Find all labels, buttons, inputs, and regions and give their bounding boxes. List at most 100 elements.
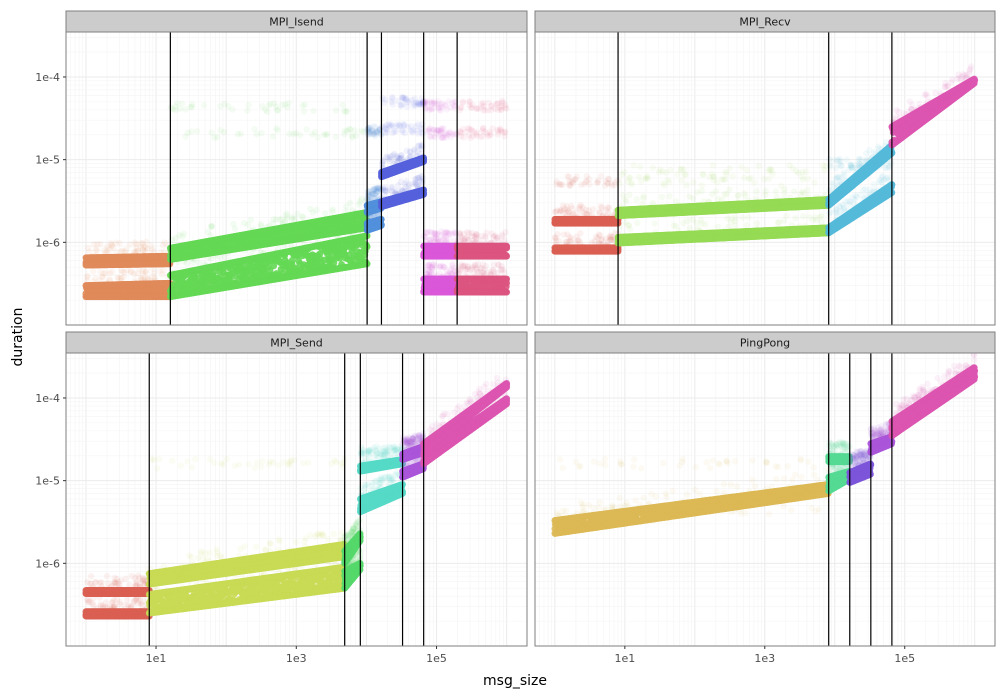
data-point-faint	[381, 123, 388, 131]
data-point-faint	[251, 125, 258, 133]
data-point-faint	[348, 132, 356, 139]
data-point-haze	[84, 274, 91, 281]
data-point-haze	[94, 241, 101, 248]
panels-layer: MPI_Isend1e-41e-51e-6MPI_RecvMPI_Send1e-…	[35, 10, 996, 665]
data-point-haze	[309, 209, 317, 216]
data-point-faint	[479, 127, 486, 134]
data-point-faint	[272, 103, 280, 110]
data-point-faint	[349, 134, 356, 141]
data-point-haze	[329, 208, 336, 215]
data-point-haze	[273, 216, 280, 223]
data-point-faint	[399, 126, 406, 134]
data-point-faint	[274, 107, 281, 114]
data-point-faint	[220, 129, 228, 136]
data-point-faint	[309, 131, 316, 138]
data-point-haze	[207, 255, 215, 262]
data-point-haze	[204, 228, 212, 236]
data-point-haze	[403, 147, 410, 154]
data-point-haze	[139, 267, 146, 275]
data-point-faint	[392, 127, 400, 135]
data-point-faint	[229, 106, 236, 113]
data-point-haze	[358, 195, 365, 203]
data-point-faint	[447, 129, 454, 136]
data-point	[503, 275, 511, 283]
data-point-faint	[188, 128, 195, 135]
data-point-faint	[245, 101, 252, 109]
data-point-faint	[320, 131, 328, 138]
data-point-haze	[276, 216, 283, 224]
data-point-haze	[112, 239, 120, 246]
data-point-faint	[211, 134, 218, 141]
data-point-haze	[139, 240, 146, 247]
data-point-haze	[144, 245, 151, 252]
data-point-haze	[121, 248, 129, 255]
data-point-haze	[128, 268, 135, 275]
data-point-haze	[143, 238, 150, 246]
data-point-faint	[342, 108, 349, 116]
data-point-faint	[187, 103, 194, 111]
cluster-1	[166, 99, 371, 301]
data-point-haze	[141, 243, 148, 250]
data-point-haze	[126, 241, 133, 248]
data-point-faint	[402, 96, 410, 104]
data-point-haze	[108, 241, 115, 249]
data-point-haze	[142, 268, 149, 275]
data-point-faint	[397, 102, 404, 109]
data-point-haze	[161, 239, 168, 246]
data-point-haze	[144, 275, 151, 282]
data-point-haze	[207, 232, 214, 239]
data-point-haze	[313, 206, 320, 214]
data-point-faint	[303, 126, 310, 133]
data-point-faint	[292, 130, 300, 137]
data-point-haze	[443, 235, 450, 243]
data-point-haze	[137, 274, 144, 282]
data-point-haze	[283, 215, 290, 222]
data-point-faint	[284, 104, 291, 111]
data-point-haze	[346, 199, 354, 207]
data-point-haze	[104, 246, 111, 253]
data-point-haze	[97, 268, 104, 276]
data-point-faint	[457, 104, 464, 111]
data-point-haze	[298, 213, 306, 220]
data-point-haze	[478, 269, 486, 276]
data-point-haze	[123, 267, 131, 274]
data-point-haze	[322, 210, 329, 217]
data-point-faint	[410, 102, 417, 109]
data-point-faint	[217, 103, 224, 110]
data-point-haze	[159, 242, 166, 249]
data-point-haze	[208, 223, 215, 230]
data-point-faint	[323, 130, 331, 138]
data-point-faint	[189, 101, 196, 108]
data-point-faint	[176, 105, 184, 113]
points-layer	[82, 93, 511, 301]
data-point-haze	[230, 220, 237, 228]
data-point-haze	[93, 247, 101, 254]
data-point-faint	[172, 103, 179, 110]
data-point-faint	[300, 108, 308, 115]
data-point-haze	[117, 275, 124, 282]
data-point-faint	[487, 131, 495, 138]
data-point-haze	[457, 236, 465, 244]
data-point-faint	[262, 106, 269, 113]
data-point-faint	[343, 107, 350, 115]
data-point-haze	[240, 219, 248, 227]
data-point-faint	[182, 133, 189, 140]
data-point-haze	[159, 271, 166, 278]
data-point-haze	[141, 244, 149, 251]
data-point-haze	[89, 268, 97, 275]
data-point-haze	[190, 259, 197, 266]
data-point-haze	[283, 210, 290, 217]
data-point-haze	[431, 230, 439, 237]
data-point-haze	[127, 268, 135, 275]
data-point-faint	[286, 130, 293, 137]
data-point-faint	[217, 127, 224, 134]
data-point-haze	[92, 275, 99, 282]
data-point-faint	[269, 133, 277, 140]
data-point-haze	[147, 242, 155, 250]
data-point-faint	[426, 98, 434, 106]
data-point-faint	[193, 128, 201, 135]
data-point-haze	[117, 248, 125, 255]
data-point-haze	[208, 223, 215, 230]
data-point-haze	[231, 225, 239, 232]
data-point-haze	[118, 267, 125, 274]
